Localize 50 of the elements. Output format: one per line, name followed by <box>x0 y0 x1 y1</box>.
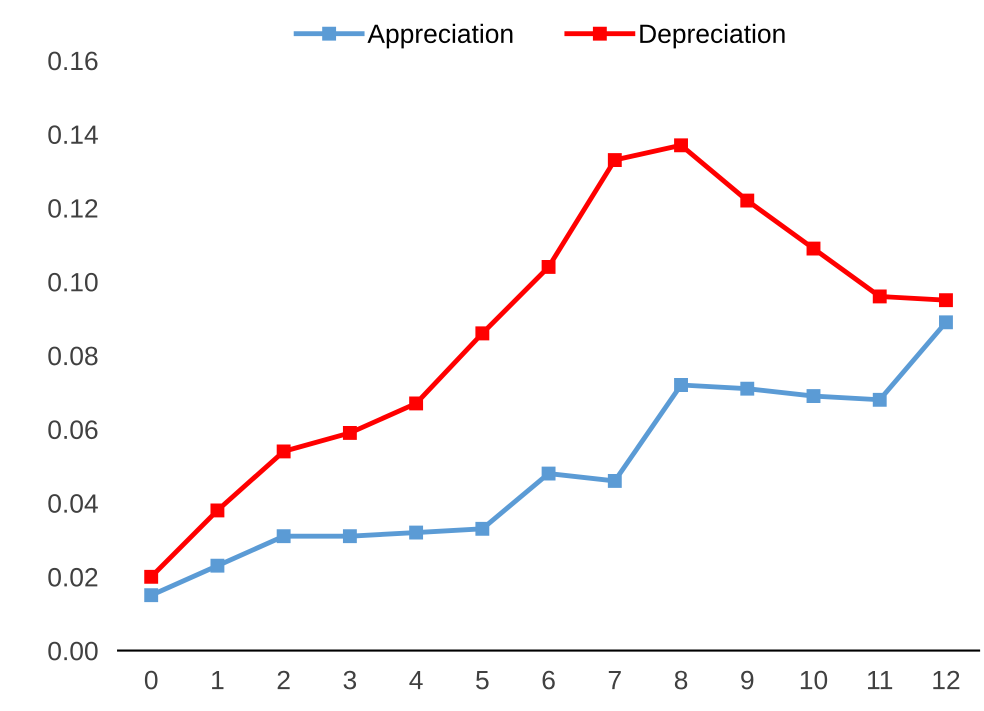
point <box>674 138 688 152</box>
point <box>806 389 820 404</box>
x-tick-label: 2 <box>278 670 290 690</box>
point <box>144 588 158 602</box>
x-tick-label: 1 <box>212 670 224 690</box>
y-tick-label: 0.14 <box>48 125 98 144</box>
x-tick-label: 6 <box>542 670 555 690</box>
point <box>210 558 224 573</box>
y-tick-label: 0.06 <box>48 420 98 440</box>
point <box>740 194 754 208</box>
legend-label: Depreciation <box>640 24 785 48</box>
point <box>740 382 754 396</box>
point <box>342 426 357 440</box>
y-tick-label: 0.12 <box>48 199 98 218</box>
point <box>872 392 887 407</box>
x-tick-label: 12 <box>933 670 960 690</box>
point <box>276 529 291 544</box>
point <box>342 529 357 544</box>
point <box>475 326 490 340</box>
point <box>608 474 622 488</box>
x-tick-label: 8 <box>674 670 688 690</box>
x-tick-label: 11 <box>868 670 892 690</box>
x-tick-label: 0 <box>144 670 158 690</box>
y-tick-label: 0.10 <box>48 272 98 292</box>
x-tick-label: 9 <box>741 670 754 690</box>
point <box>210 503 224 518</box>
point <box>276 444 291 458</box>
point <box>939 293 953 308</box>
y-tick-label: 0.08 <box>48 346 98 366</box>
x-tick-label: 3 <box>344 670 356 690</box>
x-tick-label: 4 <box>409 670 423 690</box>
point <box>608 153 622 167</box>
x-tick-label: 5 <box>476 670 489 690</box>
point <box>475 522 490 536</box>
y-tick-label: 0.16 <box>48 52 98 70</box>
point <box>939 315 953 330</box>
point <box>144 570 158 584</box>
y-tick-label: 0.00 <box>48 642 98 660</box>
point <box>542 260 556 274</box>
point <box>872 290 887 304</box>
y-tick-label: 0.04 <box>48 494 98 513</box>
point <box>806 242 820 256</box>
y-tick-label: 0.02 <box>48 568 98 587</box>
point <box>409 526 424 540</box>
legend-label: Appreciation <box>367 24 512 48</box>
point <box>409 396 424 410</box>
point <box>674 378 688 392</box>
x-tick-label: 7 <box>608 670 621 690</box>
x-tick-label: 10 <box>800 670 828 690</box>
point <box>542 466 556 480</box>
